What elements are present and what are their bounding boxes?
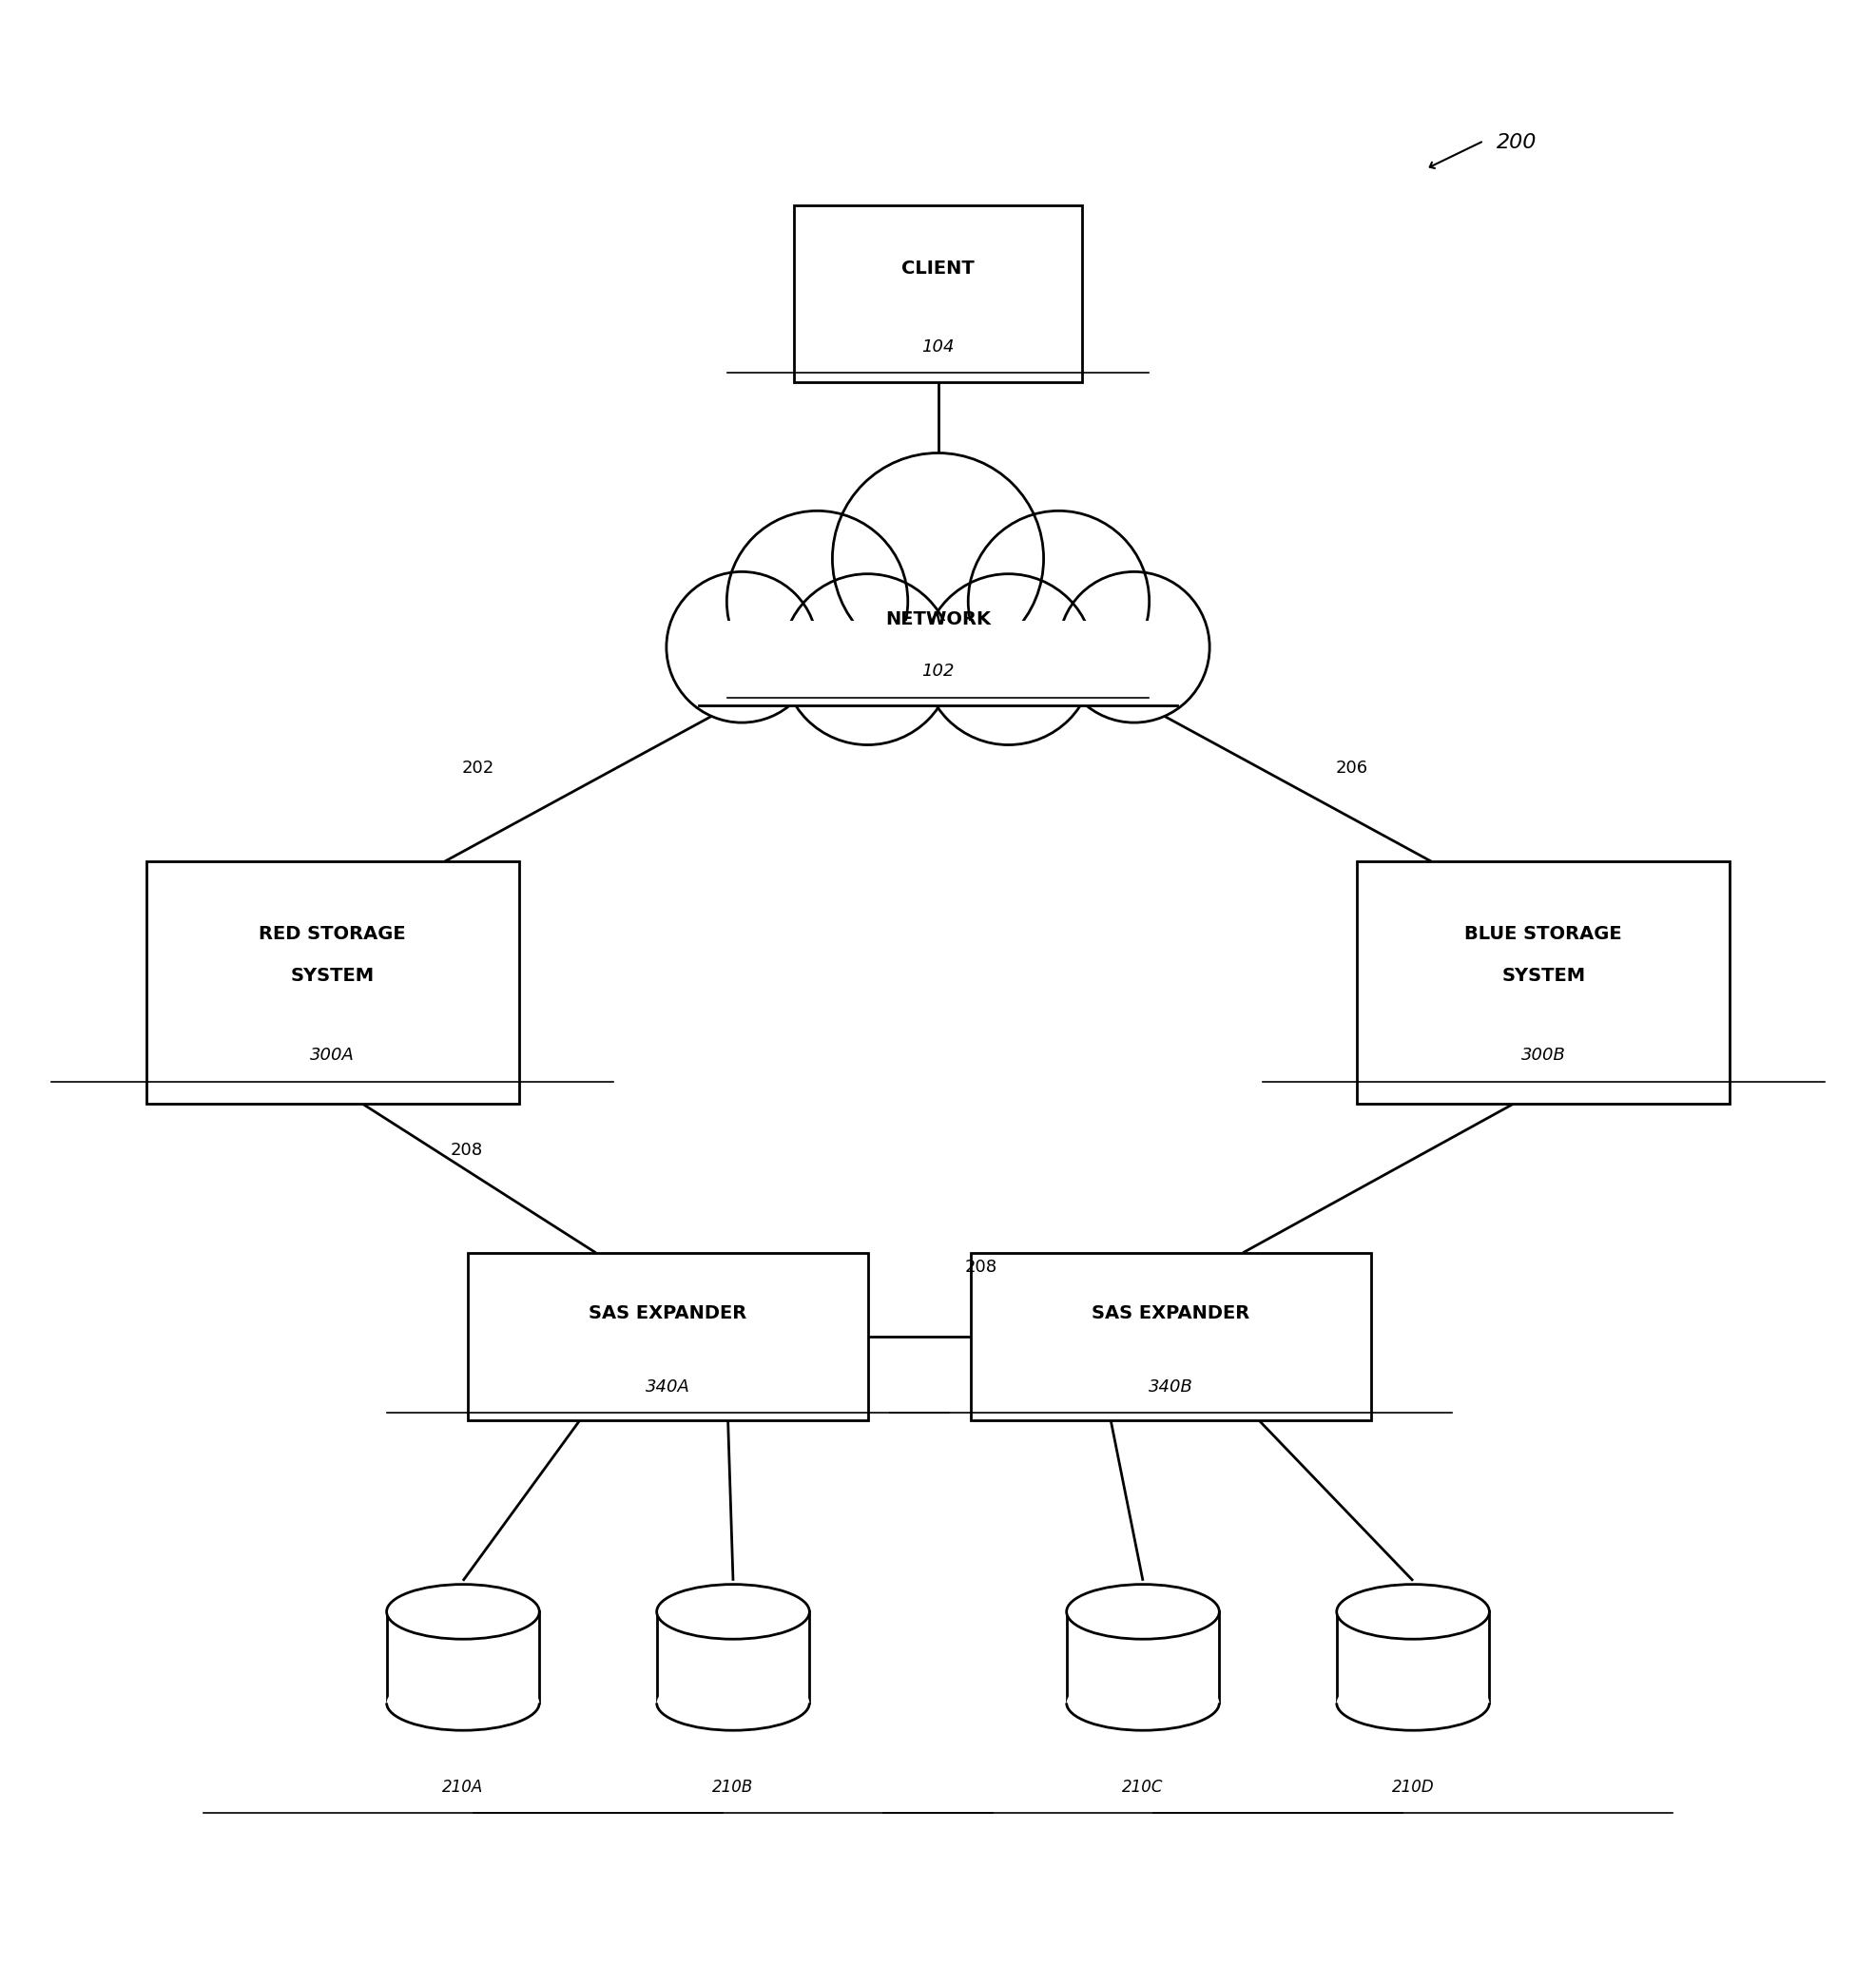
Text: 200: 200 — [1497, 133, 1536, 153]
FancyBboxPatch shape — [1356, 861, 1730, 1103]
FancyBboxPatch shape — [794, 204, 1082, 383]
Text: 102: 102 — [921, 663, 955, 681]
Text: SAS EXPANDER: SAS EXPANDER — [589, 1303, 747, 1321]
Text: 340A: 340A — [645, 1379, 690, 1395]
Text: 104: 104 — [921, 337, 955, 355]
FancyBboxPatch shape — [970, 1252, 1371, 1421]
Circle shape — [726, 510, 908, 692]
Text: CLIENT: CLIENT — [902, 260, 974, 278]
Circle shape — [782, 573, 953, 744]
FancyBboxPatch shape — [146, 861, 520, 1103]
Circle shape — [833, 452, 1043, 665]
Text: 210A: 210A — [443, 1778, 484, 1796]
Ellipse shape — [386, 1585, 540, 1639]
Ellipse shape — [1067, 1676, 1219, 1730]
FancyBboxPatch shape — [1067, 1611, 1219, 1702]
Text: 202: 202 — [461, 760, 493, 778]
Circle shape — [968, 510, 1150, 692]
Text: 210D: 210D — [1392, 1778, 1435, 1796]
FancyBboxPatch shape — [386, 1611, 540, 1702]
Text: 340B: 340B — [1148, 1379, 1193, 1395]
Ellipse shape — [1067, 1585, 1219, 1639]
Text: SYSTEM: SYSTEM — [1501, 966, 1585, 984]
Text: 300B: 300B — [1521, 1048, 1566, 1063]
FancyBboxPatch shape — [657, 1611, 809, 1702]
Ellipse shape — [657, 1585, 809, 1639]
Circle shape — [666, 571, 818, 722]
Text: 208: 208 — [964, 1260, 996, 1276]
Text: 300A: 300A — [310, 1048, 355, 1063]
FancyBboxPatch shape — [700, 621, 1176, 704]
Text: 206: 206 — [1336, 760, 1368, 778]
FancyBboxPatch shape — [1336, 1611, 1490, 1702]
Ellipse shape — [1336, 1676, 1490, 1730]
Ellipse shape — [1336, 1585, 1490, 1639]
Text: RED STORAGE: RED STORAGE — [259, 925, 405, 942]
FancyBboxPatch shape — [467, 1252, 869, 1421]
Text: SYSTEM: SYSTEM — [291, 966, 375, 984]
Ellipse shape — [386, 1676, 540, 1730]
Circle shape — [1058, 571, 1210, 722]
Text: NETWORK: NETWORK — [885, 611, 991, 629]
Text: 210B: 210B — [713, 1778, 754, 1796]
Text: BLUE STORAGE: BLUE STORAGE — [1465, 925, 1623, 942]
Ellipse shape — [657, 1676, 809, 1730]
Text: 208: 208 — [450, 1141, 482, 1159]
Circle shape — [923, 573, 1094, 744]
Text: 210C: 210C — [1122, 1778, 1163, 1796]
FancyBboxPatch shape — [700, 621, 1176, 704]
Text: SAS EXPANDER: SAS EXPANDER — [1092, 1303, 1249, 1321]
